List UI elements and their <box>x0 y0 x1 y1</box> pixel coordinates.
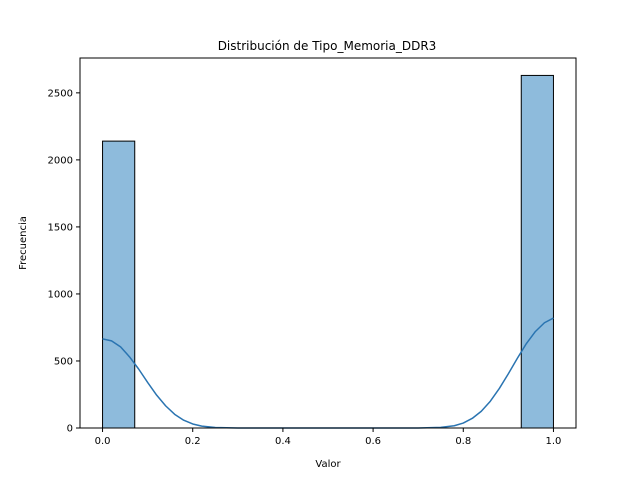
y-tick-label: 0 <box>67 424 73 435</box>
x-axis-label: Valor <box>315 459 341 470</box>
bars-layer <box>102 74 554 429</box>
y-axis-label: Frecuencia <box>18 216 29 270</box>
x-tick-label: 0.8 <box>455 436 471 447</box>
y-tick-label: 2500 <box>48 88 73 99</box>
x-tick-label: 0.2 <box>185 436 201 447</box>
x-axis: 0.0 0.2 0.4 0.6 0.8 1.0 <box>95 428 562 447</box>
plot-frame <box>79 57 577 429</box>
histogram-bar-0 <box>102 140 136 429</box>
x-tick-label: 0.0 <box>95 436 111 447</box>
y-tick-label: 1000 <box>48 289 73 300</box>
x-tick-label: 1.0 <box>546 436 562 447</box>
x-tick-label: 0.6 <box>365 436 381 447</box>
kde-line <box>102 317 554 429</box>
y-tick-label: 500 <box>54 356 73 367</box>
y-tick-label: 2000 <box>48 155 73 166</box>
y-tick-label: 1500 <box>48 222 73 233</box>
chart-title: Distribución de Tipo_Memoria_DDR3 <box>218 39 437 53</box>
kde-layer <box>102 317 554 429</box>
y-axis: 0 500 1000 1500 2000 2500 <box>48 88 80 435</box>
histogram-bar-1 <box>520 74 554 429</box>
x-tick-label: 0.4 <box>275 436 291 447</box>
